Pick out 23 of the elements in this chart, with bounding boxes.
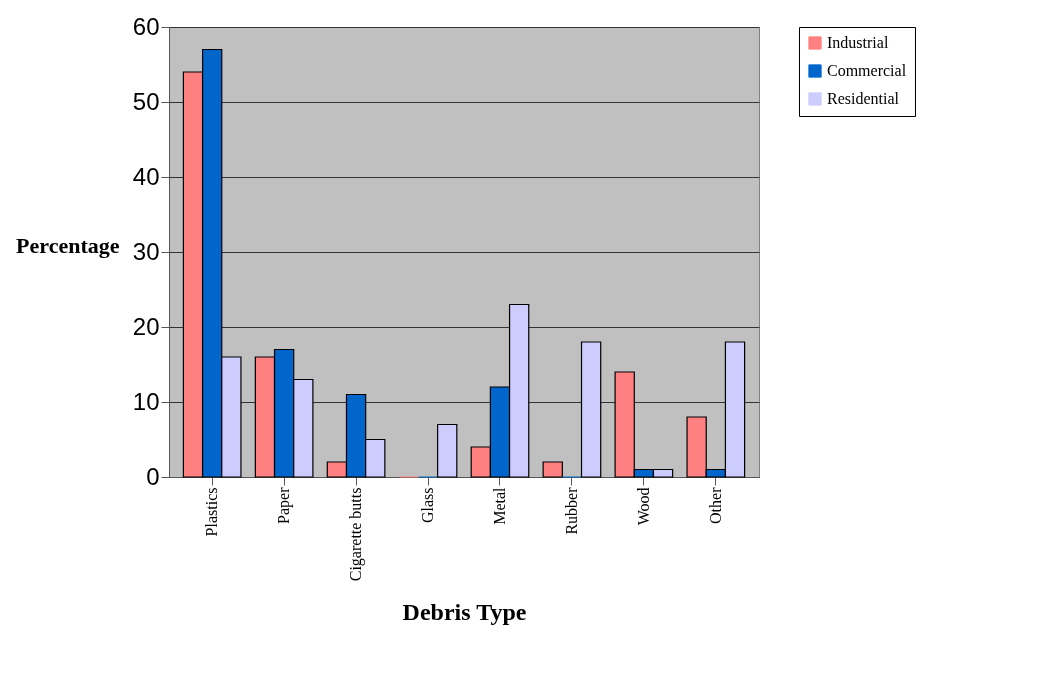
y-tick-label: 60 [132,12,160,40]
x-tick-label: Metal [490,486,508,525]
x-tick-label: Glass [419,487,437,524]
x-axis-title: Debris Type [402,599,527,626]
x-tick-label: Other [706,486,724,524]
y-axis-title: Percentage [16,232,120,258]
legend-label: Commercial [827,62,907,79]
x-tick-label: Wood [634,487,652,526]
y-tick-label: 0 [146,462,160,490]
bar [580,341,602,478]
bar [542,461,563,478]
x-tick-label: Rubber [562,486,580,535]
x-tick-label: Plastics [203,487,221,537]
x-tick-label: Paper [275,486,294,524]
y-tick-label: 50 [132,87,160,115]
y-tick-label: 30 [132,237,160,265]
x-tick-label: Cigarette butts [347,487,366,582]
legend-label: Residential [827,90,900,107]
legend-label: Industrial [827,34,889,51]
bar [437,423,458,478]
y-tick-label: 20 [132,312,160,340]
y-tick-label: 10 [132,387,160,415]
y-tick-label: 40 [132,162,160,190]
